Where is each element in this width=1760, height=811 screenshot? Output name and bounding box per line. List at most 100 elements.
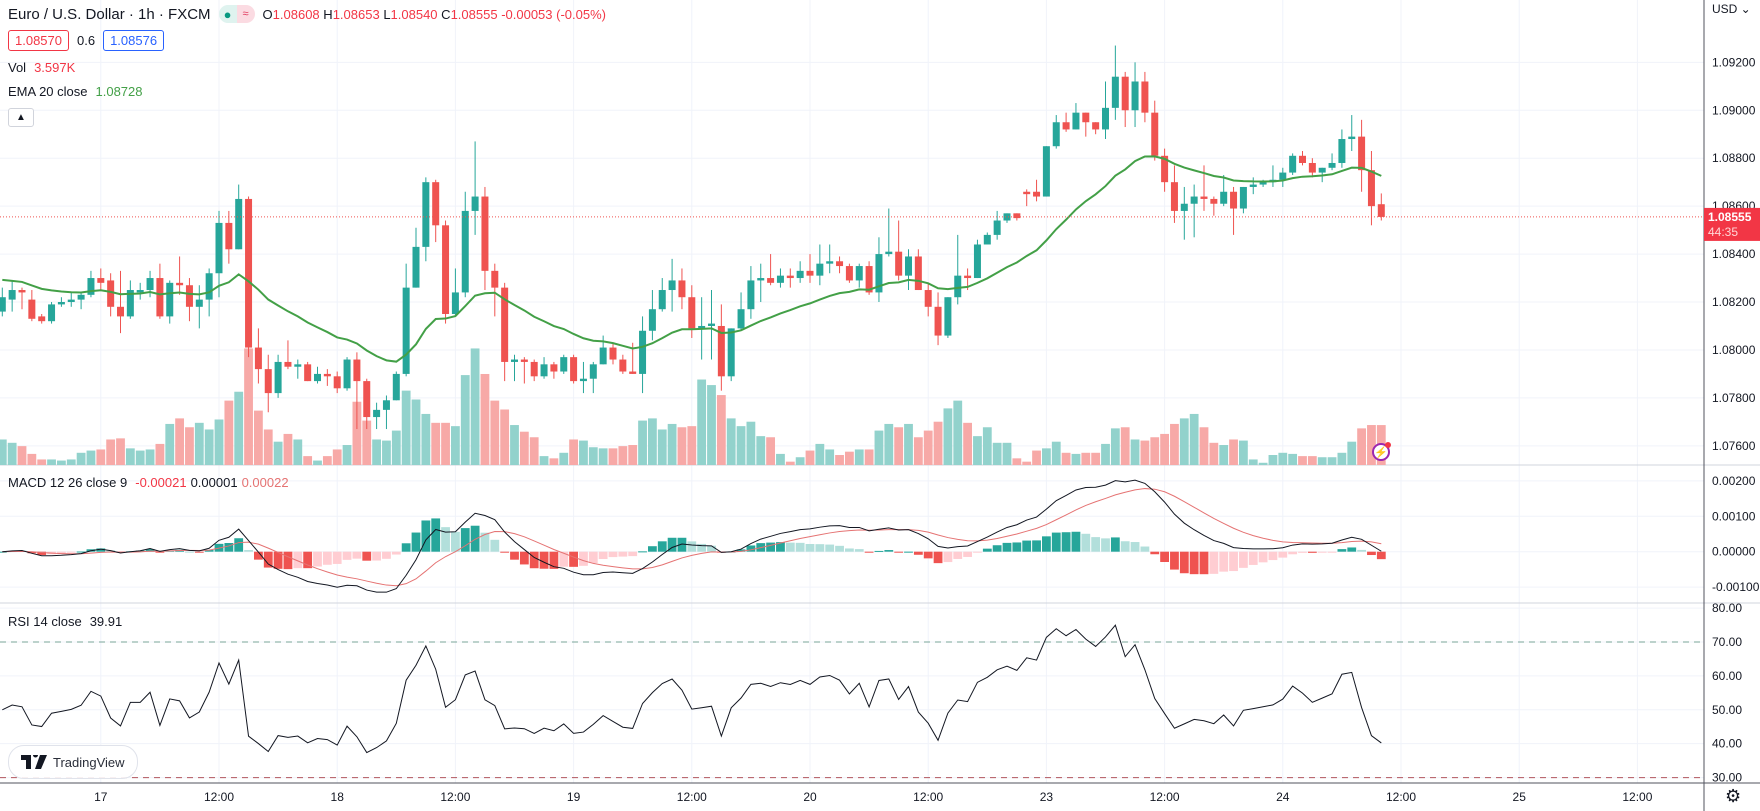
macd-histogram-bar bbox=[746, 545, 756, 552]
macd-histogram-bar bbox=[923, 551, 933, 559]
macd-histogram-bar bbox=[293, 551, 303, 569]
volume-bar bbox=[194, 422, 204, 465]
volume-bar bbox=[1160, 433, 1169, 465]
macd-histogram-bar bbox=[1219, 551, 1229, 572]
candle-body bbox=[1121, 76, 1129, 111]
sell-button[interactable]: 1.08570 bbox=[8, 30, 69, 51]
volume-bar bbox=[1091, 452, 1101, 465]
rsi-legend[interactable]: RSI 14 close 39.91 bbox=[8, 614, 122, 629]
volume-bar bbox=[736, 426, 746, 465]
candle-body bbox=[708, 323, 715, 326]
volume-bar bbox=[1219, 445, 1229, 465]
volume-bar bbox=[480, 373, 490, 465]
symbol-title[interactable]: Euro / U.S. Dollar · 1h · FXCM bbox=[8, 5, 211, 23]
macd-histogram-bar bbox=[254, 551, 263, 560]
candle-body bbox=[914, 256, 922, 291]
candle-body bbox=[895, 251, 903, 276]
rsi-tick-label: 40.00 bbox=[1712, 737, 1742, 751]
volume-bar bbox=[451, 426, 460, 465]
candle-body bbox=[254, 347, 262, 370]
candle-body bbox=[442, 225, 450, 314]
macd-histogram-bar bbox=[795, 542, 805, 552]
volume-bar bbox=[254, 410, 263, 465]
volume-bar bbox=[1032, 450, 1041, 465]
volume-bar bbox=[756, 436, 766, 465]
high-value: 1.08653 bbox=[332, 6, 380, 22]
macd-histogram-bar bbox=[953, 551, 963, 559]
tradingview-logo[interactable]: TradingView bbox=[8, 745, 138, 779]
macd-histogram-bar bbox=[913, 551, 923, 555]
macd-histogram-bar bbox=[1120, 541, 1130, 552]
macd-histogram-bar bbox=[933, 551, 943, 564]
close-label: C bbox=[441, 6, 451, 22]
lightning-icon[interactable]: ⚡ bbox=[1372, 442, 1391, 461]
candle-body bbox=[570, 357, 578, 382]
candle-body bbox=[560, 357, 568, 372]
volume-bar bbox=[303, 456, 313, 465]
candle-body bbox=[1299, 155, 1306, 163]
macd-histogram-bar bbox=[1012, 542, 1022, 552]
macd-histogram-bar bbox=[618, 551, 628, 557]
macd-histogram-bar bbox=[322, 551, 332, 565]
macd-histogram-bar bbox=[1209, 551, 1219, 574]
macd-histogram-bar bbox=[283, 551, 293, 570]
rsi-tick-label: 60.00 bbox=[1712, 669, 1742, 683]
time-tick-label: 12:00 bbox=[1150, 790, 1180, 804]
candle-body bbox=[294, 364, 302, 367]
volume-bar bbox=[185, 427, 194, 465]
currency-selector[interactable]: USD ⌄ bbox=[1712, 2, 1751, 16]
candle-body bbox=[1111, 76, 1119, 108]
low-value: 1.08540 bbox=[390, 6, 438, 22]
rsi-tick-label: 50.00 bbox=[1712, 703, 1742, 717]
macd-histogram-bar bbox=[37, 551, 47, 555]
candle-body bbox=[195, 299, 203, 307]
volume-bar bbox=[1209, 442, 1219, 465]
macd-histogram-bar bbox=[1051, 532, 1061, 552]
macd-histogram-bar bbox=[1357, 549, 1366, 552]
macd-histogram-bar bbox=[1022, 540, 1032, 552]
macd-histogram-bar bbox=[0, 551, 7, 553]
macd-histogram-bar bbox=[1268, 551, 1278, 561]
collapse-legend-button[interactable]: ▲ bbox=[8, 108, 34, 127]
candle-body bbox=[205, 273, 213, 300]
macd-histogram-bar bbox=[1140, 546, 1150, 552]
macd-histogram-bar bbox=[736, 549, 746, 552]
macd-histogram-bar bbox=[224, 543, 234, 552]
macd-histogram-bar bbox=[96, 548, 106, 552]
candle-body bbox=[274, 361, 282, 394]
volume-bar bbox=[165, 423, 175, 465]
volume-bar bbox=[57, 460, 66, 465]
ema-legend[interactable]: EMA 20 close 1.08728 bbox=[8, 84, 143, 99]
macd-tick-label: 0.00000 bbox=[1712, 545, 1756, 559]
low-label: L bbox=[383, 6, 391, 22]
macd-histogram-bar bbox=[588, 551, 598, 564]
volume-bar bbox=[746, 421, 756, 465]
macd-histogram-bar bbox=[805, 544, 815, 552]
settings-gear-icon[interactable]: ⚙ bbox=[1725, 786, 1742, 806]
candle-body bbox=[146, 278, 154, 291]
candle-body bbox=[973, 244, 981, 279]
volume-bar bbox=[913, 437, 923, 465]
volume-bar bbox=[805, 450, 815, 465]
time-tick-label: 19 bbox=[567, 790, 581, 804]
macd-histogram-bar bbox=[519, 551, 529, 565]
volume-bar bbox=[638, 420, 647, 465]
volume-legend[interactable]: Vol 3.597K bbox=[8, 60, 75, 75]
buy-button[interactable]: 1.08576 bbox=[103, 30, 165, 51]
volume-bar bbox=[1081, 452, 1091, 465]
candle-body bbox=[609, 347, 617, 360]
volume-bar bbox=[17, 446, 27, 465]
volume-bar bbox=[1199, 427, 1209, 465]
candle-body bbox=[412, 246, 420, 288]
candle-body bbox=[954, 275, 962, 298]
volume-bar bbox=[86, 450, 96, 465]
volume-bar bbox=[785, 461, 795, 465]
market-status-pill[interactable]: ● ≈ bbox=[218, 5, 255, 23]
volume-bar bbox=[933, 421, 943, 465]
volume-bar bbox=[569, 439, 578, 465]
candle-body bbox=[1210, 198, 1218, 204]
volume-bar bbox=[608, 448, 618, 465]
macd-legend[interactable]: MACD 12 26 close 9 -0.00021 0.00001 0.00… bbox=[8, 475, 289, 490]
volume-bar bbox=[37, 459, 47, 465]
